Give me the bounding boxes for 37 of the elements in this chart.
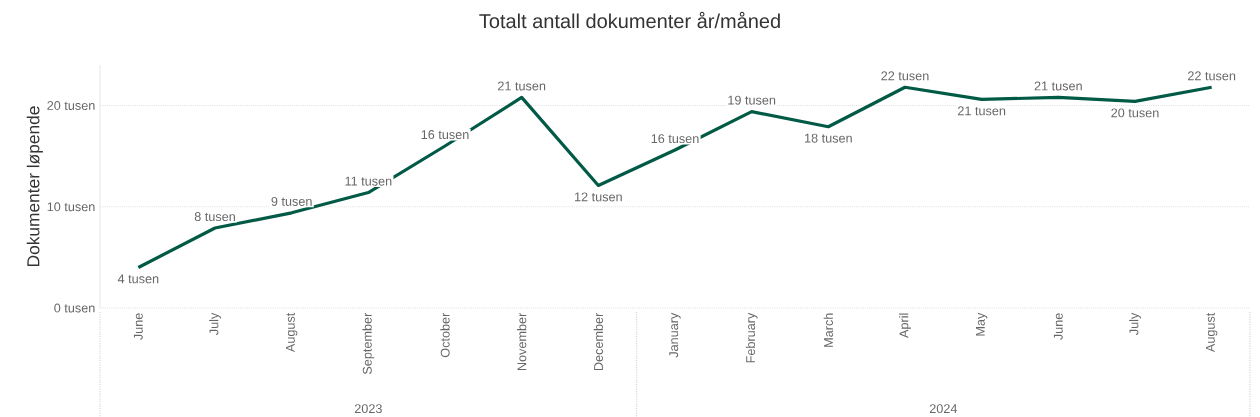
x-tick-label: October bbox=[440, 312, 450, 358]
data-label: 21 tusen bbox=[1034, 81, 1082, 91]
x-tick-label: January bbox=[669, 312, 681, 358]
data-label: 12 tusen bbox=[575, 192, 622, 202]
data-label: 19 tusen bbox=[728, 95, 776, 105]
x-tick-label: July bbox=[209, 312, 221, 336]
data-label: 16 tusen bbox=[421, 130, 469, 140]
y-tick-label: 20 tusen bbox=[47, 101, 95, 110]
x-tick-label: September bbox=[362, 312, 375, 375]
x-tick-label: August bbox=[1205, 312, 1218, 353]
x-tick-label: June bbox=[1053, 313, 1063, 340]
data-label: 21 tusen bbox=[498, 81, 546, 91]
x-tick-label: July bbox=[1129, 312, 1141, 336]
x-tick-label: August bbox=[286, 312, 298, 353]
chart-title: Totalt antall dokumenter år/måned bbox=[479, 11, 780, 29]
x-tick-label: April bbox=[899, 313, 911, 339]
data-label: 22 tusen bbox=[1187, 71, 1236, 81]
text: 2023 bbox=[354, 404, 382, 414]
x-tick-label: June bbox=[133, 313, 143, 340]
x-tick-label: February bbox=[745, 312, 758, 363]
data-label: 9 tusen bbox=[271, 196, 312, 206]
data-label: 22 tusen bbox=[881, 71, 929, 81]
x-tick-label: May bbox=[975, 312, 988, 336]
data-label: 21 tusen bbox=[958, 106, 1006, 116]
data-label: 8 tusen bbox=[194, 212, 235, 222]
text: 2024 bbox=[929, 404, 958, 414]
y-tick-label: 0 tusen bbox=[54, 303, 95, 313]
data-label: 4 tusen bbox=[117, 274, 159, 284]
x-tick-label: November bbox=[517, 312, 527, 371]
data-label: 18 tusen bbox=[805, 133, 852, 143]
data-label: 20 tusen bbox=[1111, 108, 1159, 118]
data-label: 11 tusen bbox=[345, 176, 392, 186]
x-tick-label: December bbox=[593, 312, 603, 371]
data-label: 16 tusen bbox=[651, 134, 699, 144]
y-axis-title: Dokumenter løpende bbox=[26, 106, 43, 266]
y-tick-label: 10 tusen bbox=[47, 202, 95, 212]
x-tick-label: March bbox=[823, 313, 833, 347]
